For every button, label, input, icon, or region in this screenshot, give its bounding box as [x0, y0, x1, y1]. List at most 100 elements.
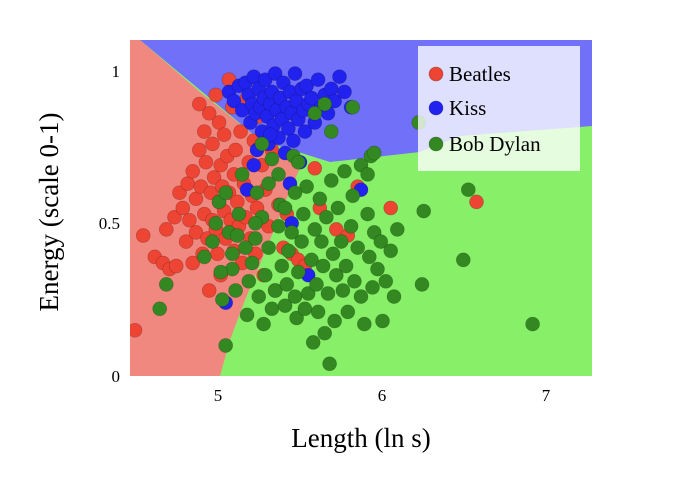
data-point-kiss [323, 81, 339, 97]
data-point-bob-dylan [312, 191, 328, 207]
data-point-beatles [168, 258, 184, 274]
data-point-bob-dylan [373, 234, 389, 249]
legend: Beatles Kiss Bob Dylan [418, 46, 580, 171]
y-tick-label: 0 [112, 367, 121, 386]
data-point-bob-dylan [289, 310, 304, 326]
data-point-beatles [178, 234, 194, 249]
data-point-bob-dylan [256, 316, 271, 332]
data-point-bob-dylan [383, 243, 399, 259]
data-point-bob-dylan [366, 145, 382, 161]
data-point-bob-dylan [333, 234, 349, 249]
legend-label-kiss: Kiss [449, 96, 486, 120]
data-point-bob-dylan [347, 273, 362, 289]
data-point-bob-dylan [254, 136, 270, 152]
data-point-bob-dylan [213, 264, 229, 280]
data-point-bob-dylan [386, 289, 402, 304]
data-point-bob-dylan [361, 249, 377, 265]
data-point-bob-dylan [290, 154, 306, 170]
data-point-bob-dylan [327, 313, 342, 329]
data-point-bob-dylan [323, 124, 339, 139]
data-point-beatles [158, 222, 174, 237]
data-point-bob-dylan [284, 225, 300, 240]
data-point-bob-dylan [267, 283, 283, 298]
data-point-bob-dylan [350, 240, 366, 256]
data-point-kiss [287, 66, 303, 81]
data-point-bob-dylan [277, 298, 293, 314]
data-point-beatles [205, 136, 220, 152]
x-axis-title: Length (ln s) [291, 423, 430, 453]
data-point-bob-dylan [297, 301, 313, 317]
data-point-bob-dylan [264, 301, 280, 317]
legend-label-bob-dylan: Bob Dylan [449, 132, 541, 156]
data-point-beatles [233, 124, 248, 139]
data-point-bob-dylan [271, 167, 286, 182]
data-point-bob-dylan [310, 304, 326, 320]
data-point-bob-dylan [271, 218, 286, 234]
data-point-bob-dylan [218, 338, 234, 353]
y-axis: 0 0.5 1 [99, 62, 120, 386]
data-point-bob-dylan [460, 182, 476, 198]
data-point-bob-dylan [248, 231, 263, 246]
data-point-bob-dylan [360, 167, 375, 182]
data-point-bob-dylan [249, 185, 265, 201]
data-point-bob-dylan [525, 316, 540, 332]
data-point-bob-dylan [264, 151, 280, 167]
data-point-beatles [328, 222, 344, 237]
data-point-bob-dylan [370, 261, 385, 277]
data-point-beatles [191, 96, 207, 112]
data-point-bob-dylan [337, 163, 352, 179]
data-point-bob-dylan [228, 283, 243, 298]
data-point-bob-dylan [239, 307, 255, 323]
data-point-beatles [188, 191, 204, 207]
x-tick-label: 5 [214, 386, 223, 405]
data-point-beatles [130, 322, 143, 338]
data-point-bob-dylan [279, 277, 295, 292]
data-point-bob-dylan [251, 289, 267, 304]
data-point-beatles [172, 185, 187, 201]
data-point-bob-dylan [234, 167, 250, 182]
data-point-bob-dylan [248, 215, 263, 231]
data-point-bob-dylan [375, 313, 390, 329]
data-point-bob-dylan [323, 173, 339, 188]
legend-marker-kiss [428, 100, 444, 116]
data-point-bob-dylan [305, 335, 321, 350]
data-point-beatles [206, 170, 222, 185]
data-point-bob-dylan [208, 215, 224, 231]
data-point-beatles [228, 142, 243, 158]
data-point-beatles [196, 124, 212, 139]
data-point-bob-dylan [304, 252, 319, 268]
data-point-bob-dylan [319, 209, 334, 225]
x-axis: 5 6 7 [214, 386, 551, 405]
data-point-bob-dylan [205, 234, 220, 249]
data-point-bob-dylan [340, 304, 356, 320]
data-point-beatles [175, 200, 191, 216]
data-point-bob-dylan [287, 289, 303, 304]
data-point-kiss [337, 84, 352, 100]
data-point-bob-dylan [345, 99, 361, 115]
data-point-bob-dylan [325, 246, 341, 262]
data-point-kiss [286, 133, 301, 149]
y-axis-title: Energy (scale 0-1) [34, 113, 64, 312]
data-point-bob-dylan [277, 200, 293, 216]
data-point-bob-dylan [196, 249, 212, 265]
data-point-bob-dylan [244, 255, 260, 271]
y-tick-label: 0.5 [99, 214, 120, 233]
data-point-kiss [297, 124, 313, 139]
data-point-bob-dylan [455, 252, 471, 268]
data-point-bob-dylan [299, 179, 314, 194]
data-point-bob-dylan [360, 206, 375, 222]
data-point-beatles [383, 200, 399, 216]
data-point-kiss [267, 66, 283, 81]
data-point-bob-dylan [231, 206, 247, 222]
data-point-bob-dylan [338, 258, 354, 274]
data-point-bob-dylan [309, 277, 324, 292]
data-point-bob-dylan [314, 234, 329, 249]
y-tick-label: 1 [112, 62, 121, 81]
data-point-kiss [299, 78, 314, 94]
data-point-bob-dylan [158, 277, 174, 292]
data-point-beatles [167, 209, 182, 225]
data-point-bob-dylan [281, 243, 296, 259]
data-point-beatles [135, 228, 151, 243]
data-point-bob-dylan [353, 289, 369, 304]
